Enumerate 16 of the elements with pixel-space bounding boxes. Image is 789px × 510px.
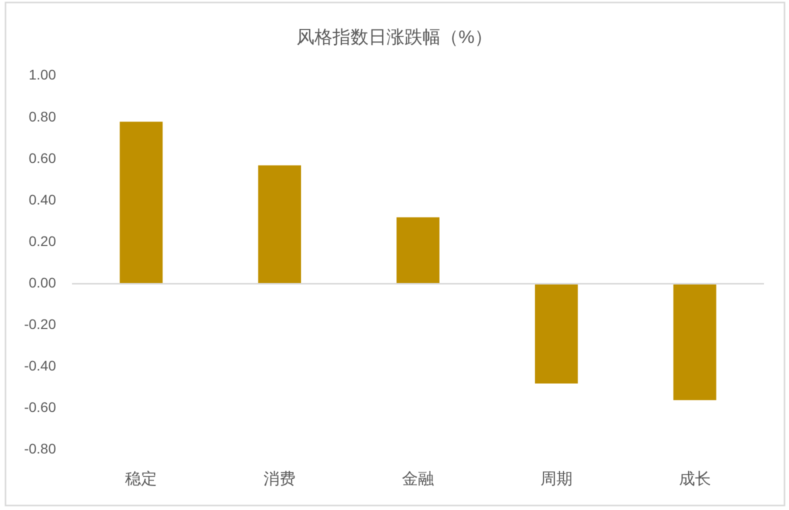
x-tick-label: 成长	[678, 471, 711, 488]
y-tick-label: 0.60	[28, 150, 56, 166]
y-tick-label: -0.80	[24, 440, 56, 457]
y-tick-label: -0.60	[24, 399, 56, 416]
x-tick-label: 周期	[540, 471, 572, 488]
title: 风格指数日涨跌幅（%）	[296, 26, 492, 47]
y-tick-label: 0.00	[28, 274, 56, 290]
x-tick-label: 金融	[402, 471, 434, 488]
y-tick-label: -0.20	[24, 316, 56, 332]
y-tick-label: 0.20	[28, 232, 56, 249]
x-tick-label: 消费	[264, 471, 296, 488]
x-tick-label: 稳定	[125, 471, 158, 488]
y-tick-label: 1.00	[28, 66, 56, 83]
y-tick-label: 0.80	[28, 108, 56, 124]
y-tick-label: 0.40	[28, 191, 56, 208]
y-tick-label: -0.40	[24, 358, 56, 374]
